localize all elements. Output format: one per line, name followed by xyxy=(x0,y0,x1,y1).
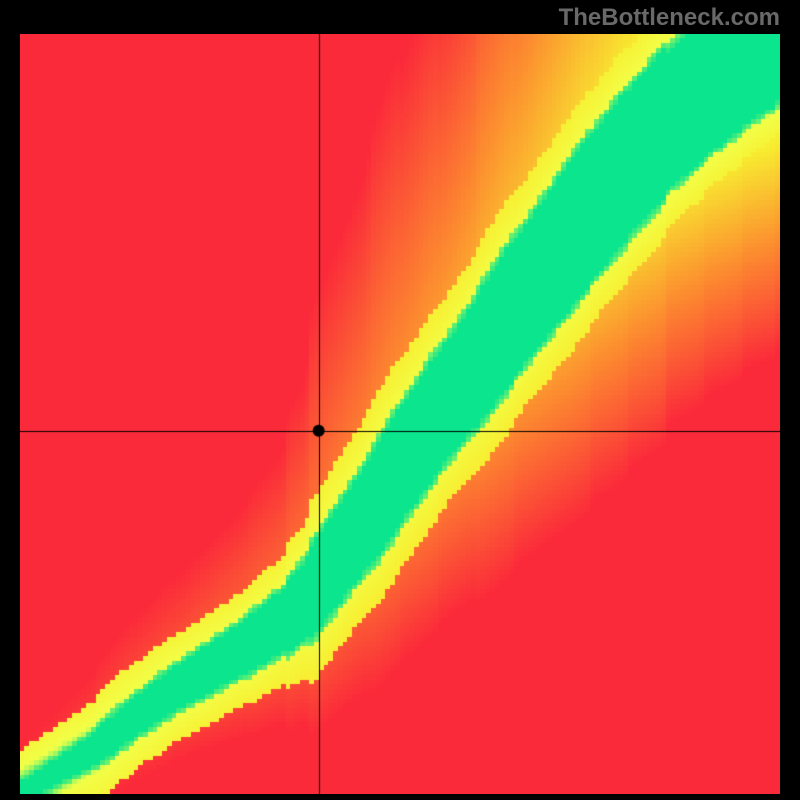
bottleneck-heatmap xyxy=(20,34,780,794)
watermark-label: TheBottleneck.com xyxy=(559,4,780,32)
root-container: { "watermark": { "text": "TheBottleneck.… xyxy=(0,0,800,800)
